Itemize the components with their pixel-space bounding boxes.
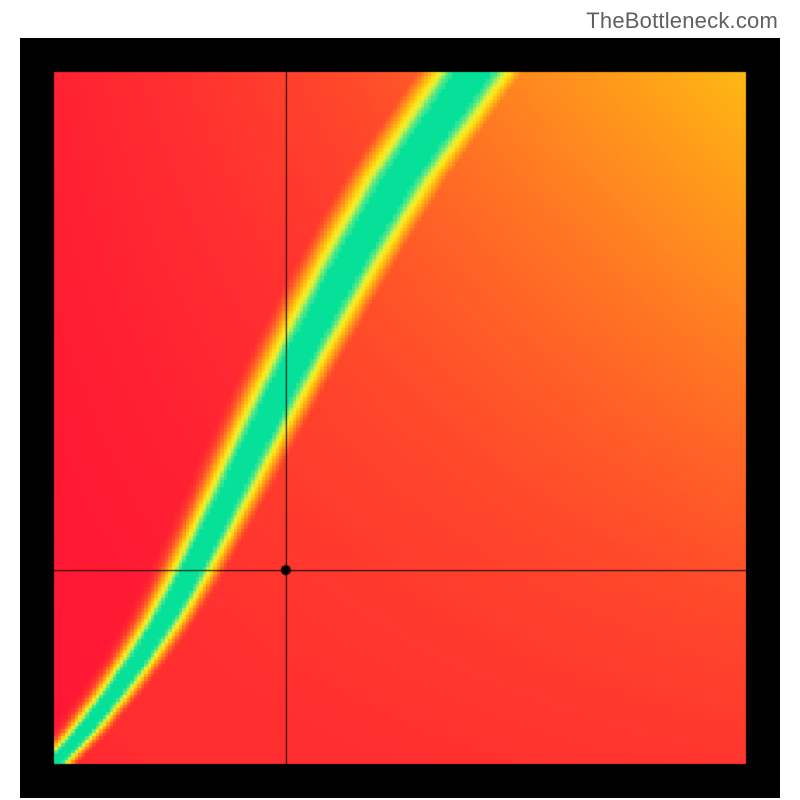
bottleneck-heatmap: [20, 38, 780, 798]
heatmap-canvas: [20, 38, 780, 798]
watermark-text: TheBottleneck.com: [586, 8, 778, 34]
